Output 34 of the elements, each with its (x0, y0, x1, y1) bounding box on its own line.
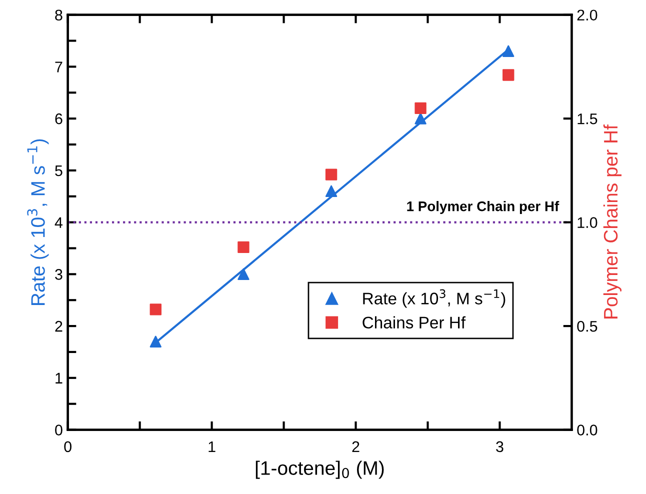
point (238, 268, 250, 280)
y2-tick-label: 0.0 (577, 424, 598, 436)
y-tick-label: 7 (55, 62, 62, 72)
y2-tick-label: 0.5 (577, 320, 598, 332)
point (325, 168, 338, 180)
point (414, 112, 426, 124)
y-axis-title: Rate (x 10$^{3}$, M s$^{−1}$) (27, 139, 49, 305)
ref-line-label: 1 Polymer Chain per Hf (407, 201, 560, 214)
y-tick-label: 2 (55, 320, 62, 332)
y-tick-label: 3 (55, 269, 62, 280)
x-tick-label: 1 (208, 441, 216, 452)
point (238, 241, 250, 254)
y-tick-label: 0 (55, 424, 62, 436)
legend-label: Rate (x 10$^{3}$, M s$^{−1}$) (363, 289, 506, 308)
x-axis-title: [1-octene]$_{0}$ (M) (256, 460, 384, 479)
y2-tick-label: 1.5 (578, 114, 598, 124)
y-tick-label: 8 (55, 10, 62, 21)
point (150, 336, 162, 348)
point (502, 45, 514, 57)
y-tick-label: 6 (55, 113, 62, 124)
point (150, 304, 162, 316)
y2-tick-label: 1.0 (578, 217, 598, 228)
y2-tick-label: 2.0 (577, 10, 598, 21)
y-tick-label: 1 (56, 372, 62, 384)
y2-axis-title: Polymer Chains per Hf (603, 124, 622, 318)
point (325, 185, 338, 198)
legend-label: Chains Per Hf (362, 316, 466, 328)
y-tick-label: 5 (55, 165, 62, 176)
point (414, 102, 426, 114)
x-tick-label: 3 (496, 441, 504, 452)
y-tick-label: 4 (54, 217, 63, 228)
x-tick-label: 2 (352, 441, 360, 452)
x-tick-label: 0 (64, 441, 72, 452)
point (502, 69, 514, 81)
